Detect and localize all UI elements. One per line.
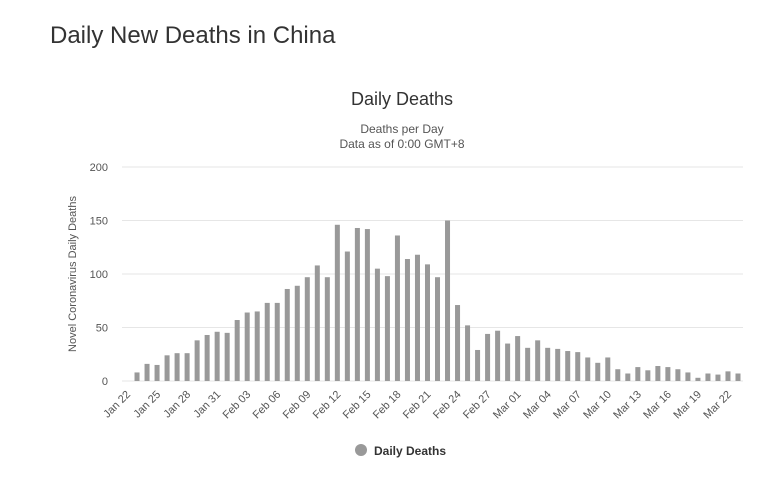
- bar-feb-06[interactable]: [274, 302, 280, 381]
- x-tick-label: Mar 04: [521, 389, 554, 422]
- legend[interactable]: Daily Deaths: [355, 444, 446, 458]
- bar-feb-02[interactable]: [234, 320, 240, 381]
- bar-mar-16[interactable]: [665, 367, 671, 381]
- bar-mar-04[interactable]: [545, 347, 551, 381]
- chart-subtitle-line-2: Data as of 0:00 GMT+8: [339, 137, 464, 151]
- bar-feb-24[interactable]: [455, 305, 461, 381]
- bar-mar-21[interactable]: [715, 374, 721, 381]
- bar-feb-22[interactable]: [435, 277, 441, 381]
- bars: [134, 220, 741, 382]
- legend-label[interactable]: Daily Deaths: [374, 444, 446, 458]
- bar-jan-28[interactable]: [184, 353, 190, 381]
- bar-feb-08[interactable]: [294, 285, 300, 381]
- x-tick-label: Mar 16: [641, 389, 674, 422]
- bar-jan-29[interactable]: [194, 340, 200, 381]
- x-tick-label: Mar 19: [671, 389, 704, 422]
- bar-mar-19[interactable]: [695, 377, 701, 381]
- bar-feb-04[interactable]: [254, 311, 260, 381]
- bar-feb-14[interactable]: [354, 227, 360, 381]
- bar-jan-23[interactable]: [134, 372, 140, 381]
- bar-feb-12[interactable]: [334, 224, 340, 381]
- x-tick-label: Feb 12: [311, 389, 344, 422]
- bar-mar-09[interactable]: [595, 362, 601, 381]
- x-tick-label: Feb 27: [461, 389, 494, 422]
- chart-title: Daily Deaths: [351, 89, 453, 109]
- x-tick-label: Mar 07: [551, 389, 584, 422]
- bar-feb-27[interactable]: [485, 333, 491, 381]
- x-tick-label: Mar 10: [581, 389, 614, 422]
- x-tick-label: Mar 22: [701, 389, 734, 422]
- y-tick-label: 100: [90, 269, 108, 281]
- y-tick-label: 200: [90, 162, 108, 174]
- y-axis-ticks: 0 50 100 150 200: [90, 162, 108, 388]
- bar-mar-11[interactable]: [615, 369, 621, 381]
- x-tick-label: Jan 22: [101, 389, 133, 421]
- bar-mar-15[interactable]: [655, 366, 661, 381]
- bar-feb-03[interactable]: [244, 312, 250, 381]
- y-axis-label: Novel Coronavirus Daily Deaths: [67, 196, 79, 352]
- bar-jan-24[interactable]: [144, 363, 150, 381]
- bar-mar-23[interactable]: [735, 373, 741, 381]
- bar-mar-18[interactable]: [685, 372, 691, 381]
- bar-feb-17[interactable]: [384, 276, 390, 381]
- bar-jan-27[interactable]: [174, 353, 180, 381]
- x-tick-label: Feb 06: [251, 389, 284, 422]
- bar-jan-30[interactable]: [204, 334, 210, 381]
- bar-mar-13[interactable]: [635, 367, 641, 381]
- x-tick-label: Jan 28: [161, 389, 193, 421]
- bar-mar-10[interactable]: [605, 357, 611, 381]
- bar-mar-07[interactable]: [575, 352, 581, 381]
- bar-feb-13[interactable]: [344, 251, 350, 381]
- page-title: Daily New Deaths in China: [50, 22, 336, 49]
- bar-mar-02[interactable]: [525, 347, 531, 381]
- bar-feb-19[interactable]: [404, 259, 410, 381]
- bar-mar-20[interactable]: [705, 373, 711, 381]
- x-tick-label: Mar 01: [491, 389, 524, 422]
- bar-feb-05[interactable]: [264, 302, 270, 381]
- bar-feb-10[interactable]: [314, 265, 320, 381]
- bar-jan-25[interactable]: [154, 364, 160, 381]
- bar-mar-12[interactable]: [625, 373, 631, 381]
- bar-feb-09[interactable]: [304, 277, 310, 381]
- x-tick-label: Feb 15: [341, 389, 374, 422]
- x-tick-label: Feb 09: [281, 389, 314, 422]
- bar-jan-31[interactable]: [214, 331, 220, 381]
- bar-feb-20[interactable]: [414, 254, 420, 381]
- y-tick-label: 50: [96, 323, 108, 335]
- x-tick-label: Feb 24: [431, 389, 464, 422]
- bar-feb-23[interactable]: [445, 220, 451, 382]
- bar-feb-26[interactable]: [475, 349, 481, 381]
- bar-feb-01[interactable]: [224, 332, 230, 381]
- bar-feb-15[interactable]: [364, 229, 370, 381]
- x-tick-label: Feb 03: [221, 389, 254, 422]
- x-tick-label: Feb 18: [371, 389, 404, 422]
- x-tick-label: Jan 25: [131, 389, 163, 421]
- bar-feb-28[interactable]: [495, 330, 501, 381]
- y-tick-label: 0: [102, 376, 108, 388]
- bar-feb-25[interactable]: [465, 325, 471, 381]
- legend-marker[interactable]: [355, 444, 367, 456]
- bar-feb-18[interactable]: [394, 235, 400, 381]
- chart-subtitle-line-1: Deaths per Day: [360, 122, 443, 136]
- x-tick-label: Feb 21: [401, 389, 434, 422]
- bar-mar-05[interactable]: [555, 348, 561, 381]
- bar-feb-16[interactable]: [374, 268, 380, 381]
- x-tick-label: Mar 13: [611, 389, 644, 422]
- bar-feb-21[interactable]: [424, 264, 430, 381]
- x-tick-label: Jan 31: [191, 389, 223, 421]
- bar-mar-03[interactable]: [535, 340, 541, 381]
- bar-feb-07[interactable]: [284, 288, 290, 381]
- bar-mar-01[interactable]: [515, 336, 521, 381]
- y-tick-label: 150: [90, 216, 108, 228]
- bar-mar-06[interactable]: [565, 351, 571, 381]
- bar-mar-22[interactable]: [725, 371, 731, 381]
- bar-jan-26[interactable]: [164, 355, 170, 381]
- bar-mar-17[interactable]: [675, 369, 681, 381]
- bar-feb-11[interactable]: [324, 277, 330, 381]
- bar-mar-14[interactable]: [645, 370, 651, 381]
- bar-feb-29[interactable]: [505, 343, 511, 381]
- bar-mar-08[interactable]: [585, 357, 591, 381]
